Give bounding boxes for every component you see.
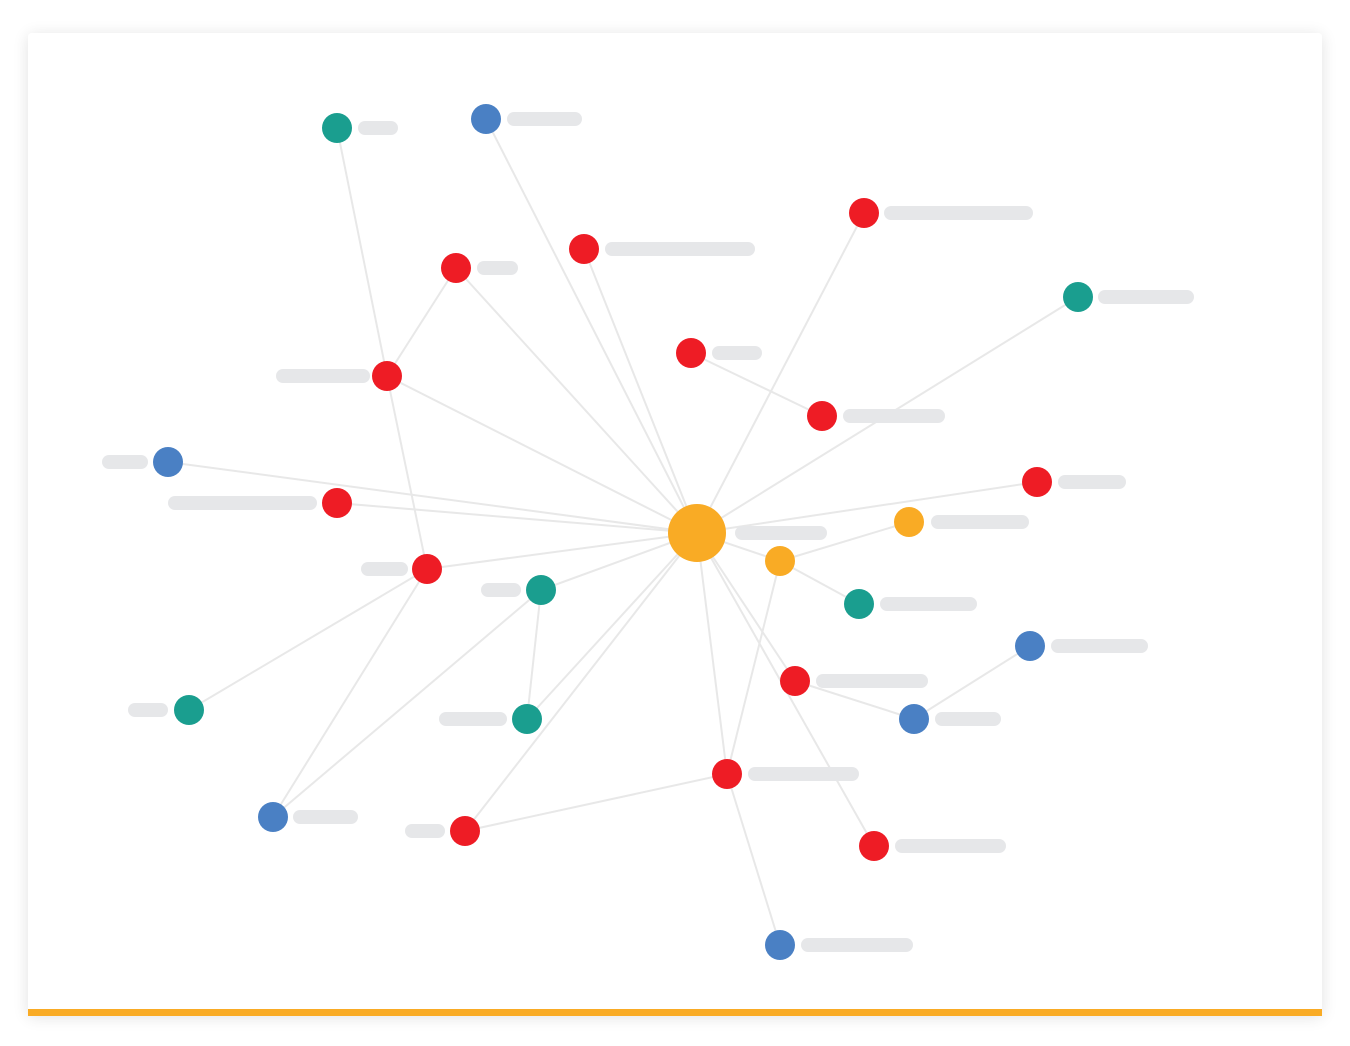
node bbox=[372, 361, 402, 391]
edge bbox=[485, 118, 698, 534]
node bbox=[441, 253, 471, 283]
edge bbox=[464, 532, 698, 832]
edge bbox=[336, 127, 388, 377]
edge bbox=[794, 680, 915, 720]
nodes bbox=[153, 104, 1093, 960]
node bbox=[676, 338, 706, 368]
edge bbox=[690, 352, 823, 417]
node bbox=[526, 575, 556, 605]
node bbox=[844, 589, 874, 619]
node bbox=[569, 234, 599, 264]
accent-bar bbox=[28, 1009, 1322, 1016]
node bbox=[849, 198, 879, 228]
node bbox=[1063, 282, 1093, 312]
edge bbox=[913, 645, 1031, 720]
node bbox=[1022, 467, 1052, 497]
node bbox=[471, 104, 501, 134]
edge bbox=[426, 532, 698, 570]
node bbox=[258, 802, 288, 832]
edge bbox=[696, 532, 728, 775]
node bbox=[894, 507, 924, 537]
node bbox=[322, 113, 352, 143]
node bbox=[712, 759, 742, 789]
node bbox=[174, 695, 204, 725]
edge bbox=[386, 375, 698, 534]
node bbox=[1015, 631, 1045, 661]
edge bbox=[386, 267, 457, 377]
edge bbox=[526, 589, 542, 720]
edge bbox=[726, 560, 781, 775]
node bbox=[153, 447, 183, 477]
edge bbox=[526, 532, 698, 720]
edge bbox=[464, 773, 728, 832]
edge bbox=[272, 589, 542, 818]
edge bbox=[696, 212, 865, 534]
edge bbox=[272, 568, 428, 818]
node bbox=[668, 504, 726, 562]
node bbox=[765, 930, 795, 960]
edge bbox=[188, 568, 428, 711]
edge bbox=[726, 773, 781, 946]
edge bbox=[696, 481, 1038, 534]
node bbox=[450, 816, 480, 846]
node bbox=[322, 488, 352, 518]
edge bbox=[779, 521, 910, 562]
edge bbox=[167, 461, 698, 534]
node bbox=[765, 546, 795, 576]
edge bbox=[455, 267, 698, 534]
node bbox=[807, 401, 837, 431]
node bbox=[859, 831, 889, 861]
node bbox=[412, 554, 442, 584]
node bbox=[780, 666, 810, 696]
edge bbox=[336, 502, 698, 534]
node bbox=[899, 704, 929, 734]
node bbox=[512, 704, 542, 734]
label-placeholders bbox=[102, 112, 1194, 952]
edge bbox=[386, 375, 428, 570]
edge bbox=[583, 248, 698, 534]
edge bbox=[696, 532, 796, 682]
